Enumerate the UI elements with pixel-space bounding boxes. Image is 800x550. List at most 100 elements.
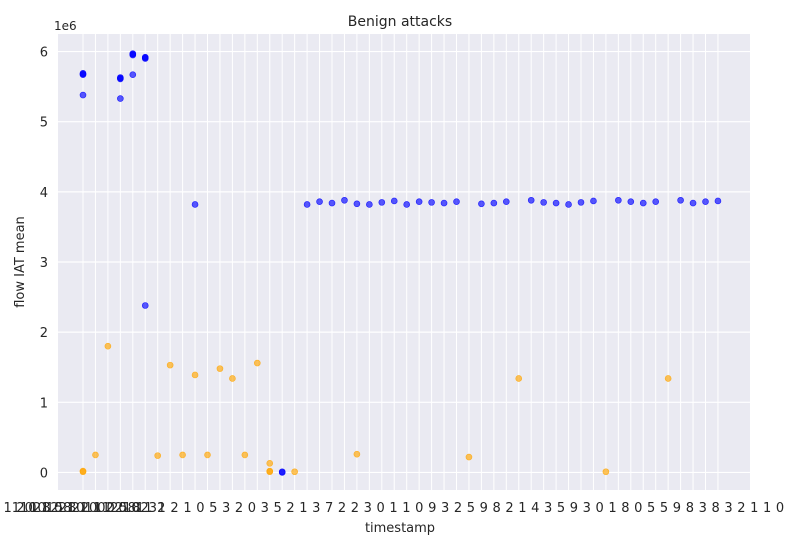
blue-data-point (129, 71, 137, 78)
y-tick-label: 1 (40, 396, 48, 411)
orange-data-point (92, 451, 99, 459)
x-tick-label: 2 (351, 501, 359, 516)
blue-data-point (702, 198, 709, 205)
x-tick-label: 0 (596, 501, 604, 516)
x-tick-label: 8 (492, 501, 500, 516)
orange-data-point (154, 452, 161, 459)
blue-data-point (316, 198, 323, 205)
x-tick-label: 1 (158, 501, 166, 516)
x-tick-label: 0 (776, 501, 784, 516)
blue-data-point (141, 53, 149, 61)
x-tick-label: 2002 (81, 501, 114, 516)
blue-data-point (141, 302, 149, 309)
blue-data-point (490, 199, 498, 207)
orange-data-point (465, 453, 473, 461)
blue-data-point (303, 201, 311, 208)
orange-data-point (291, 468, 298, 476)
orange-data-point (515, 375, 523, 382)
x-tick-label: 8 (621, 501, 629, 516)
chart-title: Benign attacks (348, 14, 452, 30)
x-tick-label: 2 (235, 501, 243, 516)
y-tick-label: 5 (40, 116, 48, 131)
x-tick-label: 5 (273, 501, 281, 516)
x-tick-label: 7 (325, 501, 333, 516)
blue-data-point (129, 50, 137, 57)
y-tick-label: 0 (40, 466, 48, 481)
blue-data-point (328, 199, 336, 207)
orange-data-point (204, 451, 211, 459)
blue-data-point (366, 201, 373, 208)
blue-data-point (191, 201, 199, 208)
x-tick-label: 2 (737, 501, 745, 516)
x-tick-label: 0 (248, 501, 256, 516)
x-tick-label: 9 (428, 501, 436, 516)
blue-data-point (117, 74, 124, 81)
x-tick-label: 5 (209, 501, 217, 516)
x-tick-label: 3 (724, 501, 732, 516)
x-tick-label: 5821 (55, 501, 88, 516)
orange-data-point (664, 375, 672, 382)
blue-data-point (565, 201, 572, 208)
orange-data-point (241, 451, 249, 459)
orange-data-point (216, 365, 224, 372)
x-tick-label: 5 (647, 501, 655, 516)
x-tick-label: 1 (518, 501, 526, 516)
blue-data-point (117, 95, 124, 102)
blue-data-point (378, 199, 386, 206)
blue-data-point (390, 197, 398, 205)
x-tick-label: 1 (389, 501, 397, 516)
x-tick-label: 0 (415, 501, 423, 516)
orange-data-point (266, 460, 274, 467)
x-tick-label: 1 (183, 501, 191, 516)
x-tick-label: 1 (608, 501, 616, 516)
blue-data-point (577, 199, 585, 206)
blue-data-point (353, 200, 361, 208)
blue-data-point (689, 199, 697, 207)
orange-data-point (104, 342, 112, 350)
x-tick-label: 1010 (29, 501, 62, 516)
x-tick-label: 8 (711, 501, 719, 516)
x-tick-label: 5 (557, 501, 565, 516)
x-tick-label: 5 (467, 501, 475, 516)
x-tick-label: 0 (196, 501, 204, 516)
x-tick-label: 3 (222, 501, 230, 516)
x-tick-label: 1120 (94, 501, 127, 516)
blue-data-point (677, 196, 684, 204)
blue-data-point (590, 197, 597, 205)
x-tick-label: 2 (338, 501, 346, 516)
blue-data-point (403, 201, 411, 208)
x-tick-label: 2 (170, 501, 178, 516)
x-tick-label: 0 (377, 501, 385, 516)
x-tick-label: 3 (261, 501, 269, 516)
data-points (79, 50, 722, 476)
blue-data-point (79, 69, 87, 77)
blue-data-point (627, 198, 635, 205)
orange-data-point (253, 359, 261, 367)
x-tick-label: 8011 (68, 501, 101, 516)
blue-data-point (415, 198, 423, 205)
y-tick-label: 4 (40, 186, 48, 201)
x-tick-label: 3 (364, 501, 372, 516)
y-tick-label: 3 (40, 256, 48, 271)
blue-data-point (453, 198, 460, 205)
blue-data-point (540, 199, 547, 206)
orange-data-point (353, 450, 361, 458)
grid-lines (58, 34, 750, 490)
blue-data-point (639, 199, 647, 207)
x-tick-label: 9 (673, 501, 681, 516)
blue-data-point (79, 91, 87, 99)
x-tick-label: 0210 (107, 501, 140, 516)
orange-data-point (179, 451, 186, 459)
blue-data-point (278, 468, 286, 476)
x-tick-label: 4 (531, 501, 539, 516)
x-tick-label: 8 (686, 501, 694, 516)
orange-data-point (602, 468, 610, 476)
x-tick-label: 1 (750, 501, 758, 516)
x-tick-label: 2021 (16, 501, 49, 516)
orange-data-point (79, 467, 87, 475)
x-tick-label: 1 (299, 501, 307, 516)
y-offset-label: 1e6 (54, 19, 77, 33)
x-tick-label: 8232 (132, 501, 165, 516)
orange-data-point (229, 375, 236, 382)
